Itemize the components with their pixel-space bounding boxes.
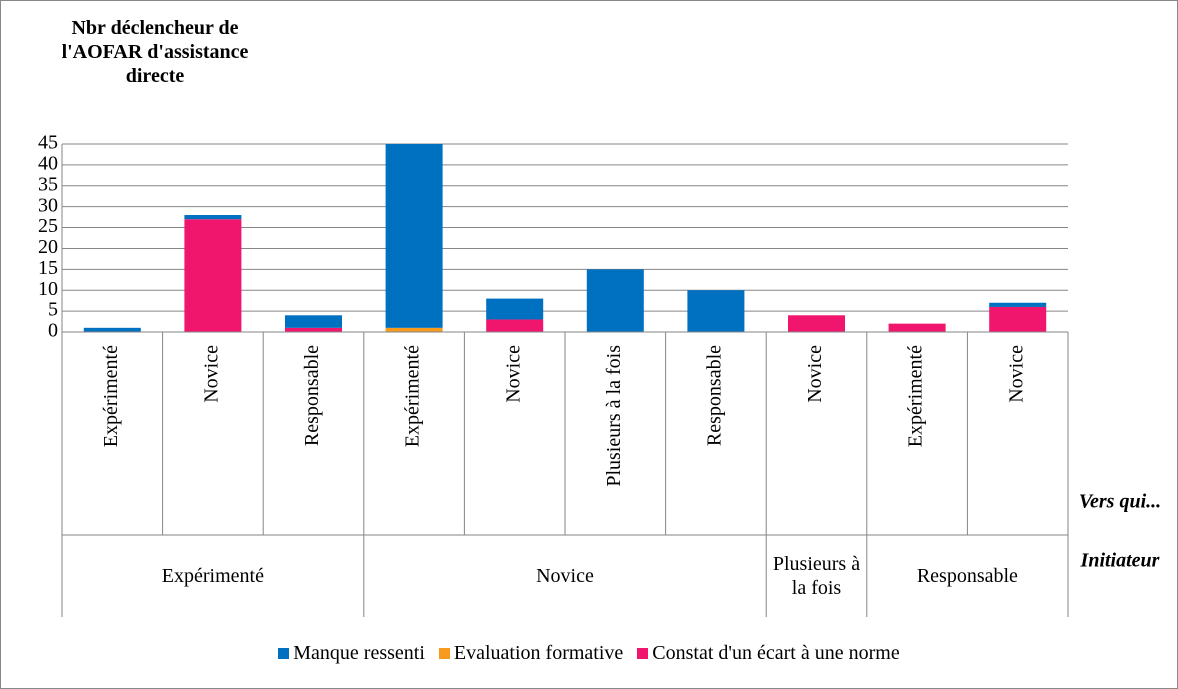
x-tick-label: Novice (1005, 345, 1027, 403)
bar-segment (888, 323, 946, 332)
x-tick-label: Expérimenté (905, 345, 927, 447)
x-level-label: Initiateur (1080, 550, 1160, 572)
y-tick-label: 25 (38, 215, 58, 237)
x-tick-label: Novice (502, 345, 524, 403)
x-tick-label: Responsable (301, 345, 323, 446)
legend-label: Constat d'un écart à une norme (652, 642, 900, 664)
x-tick-label: Novice (804, 345, 826, 403)
y-tick-label: 10 (38, 278, 58, 300)
bar-segment (586, 269, 644, 332)
bar-segment (788, 315, 845, 332)
y-tick-label: 35 (38, 173, 58, 195)
x-level-label: Vers qui... (1079, 491, 1161, 513)
legend-swatch (438, 648, 450, 659)
y-tick-label: 5 (48, 299, 58, 321)
legend-label: Manque ressenti (293, 642, 425, 664)
bar-segment (486, 298, 544, 320)
x-tick-label: Expérimenté (100, 345, 122, 447)
group-label: Responsable (916, 565, 1018, 587)
bar-segment (184, 219, 242, 332)
legend-item: Manque ressenti (278, 642, 425, 665)
bar-segment (486, 319, 544, 332)
group-label: Plusieurs à la fois (772, 553, 861, 599)
y-tick-label: 20 (38, 236, 58, 258)
legend-label: Evaluation formative (453, 642, 624, 664)
y-axis-title: Nbr déclencheur de l'AOFAR d'assistance … (61, 17, 249, 87)
y-tick-label: 30 (38, 194, 58, 216)
x-tick-label: Responsable (703, 345, 725, 446)
bar-segment (385, 327, 443, 332)
bar-segment (385, 144, 443, 328)
y-tick-label: 40 (38, 152, 58, 174)
bar-segment (285, 315, 342, 328)
bar-segment (687, 290, 745, 332)
bar-segment (989, 302, 1047, 307)
bar-segment (989, 306, 1047, 332)
legend-swatch (278, 648, 290, 659)
y-tick-label: 0 (48, 320, 58, 342)
group-label: Expérimenté (161, 565, 264, 587)
x-tick-label: Novice (200, 345, 222, 403)
legend-swatch (637, 648, 649, 659)
x-tick-label: Expérimenté (402, 345, 424, 447)
bar-segment (184, 215, 242, 220)
y-tick-label: 45 (38, 132, 58, 154)
bar-segment (285, 327, 342, 332)
y-tick-label: 15 (38, 257, 58, 279)
x-tick-label: Plusieurs à la fois (603, 345, 625, 487)
legend-item: Evaluation formative (438, 642, 624, 665)
bar-segment (83, 327, 141, 332)
legend: Manque ressenti Evaluation formative Const… (0, 642, 1178, 665)
legend-item: Constat d'un écart à une norme (637, 642, 900, 665)
group-label: Novice (536, 565, 594, 587)
